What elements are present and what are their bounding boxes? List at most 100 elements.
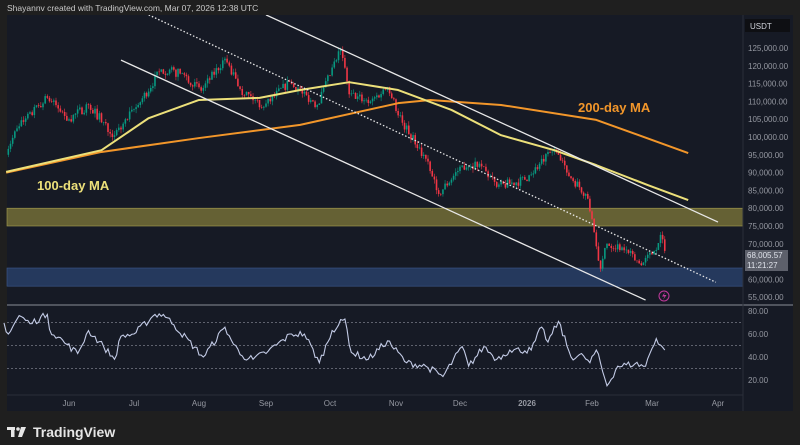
candle [452, 175, 455, 180]
price-tick: 90,000.00 [748, 169, 784, 178]
candle [361, 94, 363, 102]
candle [382, 89, 385, 95]
candle [659, 234, 662, 244]
candle [105, 122, 107, 124]
candle [530, 174, 532, 176]
rsi-tick: 20.00 [748, 376, 769, 385]
candle [74, 113, 77, 115]
candle [14, 131, 16, 138]
candle [295, 87, 297, 92]
candle [657, 243, 660, 250]
candle [410, 134, 412, 140]
candle [352, 92, 355, 94]
candle [284, 83, 286, 90]
logo-text: TradingView [33, 424, 116, 440]
candle [81, 107, 83, 115]
rsi-tick: 40.00 [748, 353, 769, 362]
tradingview-logo[interactable]: TradingView [7, 424, 115, 440]
candle [629, 251, 632, 253]
candle [48, 97, 51, 102]
candle [263, 106, 265, 108]
candle [412, 135, 414, 140]
candle [224, 58, 226, 61]
candle [154, 75, 156, 87]
candle [122, 123, 124, 130]
candle [538, 163, 541, 169]
time-tick: Aug [192, 399, 206, 408]
price-tick: 60,000.00 [748, 275, 784, 284]
candle [247, 91, 250, 95]
candle [79, 107, 81, 110]
candle [16, 128, 18, 132]
candle [420, 147, 423, 156]
candle [566, 165, 568, 173]
candle [524, 177, 526, 180]
candle [536, 167, 539, 169]
rsi-tick: 80.00 [748, 307, 769, 316]
candle [11, 137, 14, 144]
last-price: 68,005.57 [747, 251, 783, 260]
ma200-label: 200-day MA [578, 100, 651, 115]
candle [198, 83, 200, 88]
candle [237, 78, 239, 87]
candle [504, 183, 507, 188]
time-tick: Nov [389, 399, 403, 408]
candle [301, 88, 304, 94]
candle [61, 111, 64, 113]
candle [316, 104, 318, 108]
tradingview-logo-icon [7, 427, 26, 437]
candle [133, 109, 135, 110]
candle [42, 103, 44, 108]
candle [429, 161, 431, 171]
candle [526, 179, 528, 182]
time-tick: 2026 [518, 399, 536, 408]
candle [651, 252, 653, 255]
candle [627, 249, 630, 253]
time-tick: Oct [324, 399, 337, 408]
candle [414, 135, 416, 145]
candle [143, 92, 146, 99]
candle [519, 177, 522, 186]
candle [92, 109, 94, 114]
time-tick: Dec [453, 399, 467, 408]
candle [53, 100, 55, 102]
price-tick: 100,000.00 [748, 133, 789, 142]
candle [33, 106, 36, 116]
candle [513, 182, 515, 186]
candle [226, 58, 228, 63]
price-tick: 120,000.00 [748, 62, 789, 71]
bar-countdown: 11:21:27 [747, 261, 778, 270]
candle [100, 113, 103, 123]
candle [619, 244, 621, 251]
candle [37, 105, 40, 107]
channel-line-dotted [148, 15, 717, 283]
time-axis[interactable]: Jun Jul Aug Sep Oct Nov Dec 2026 Feb Mar Apr [63, 399, 725, 408]
candle [631, 251, 634, 255]
candle [621, 247, 623, 251]
candle [369, 101, 372, 104]
candle [572, 178, 574, 181]
candle [655, 249, 658, 251]
candle [59, 108, 62, 112]
candle [194, 82, 196, 87]
candle [478, 163, 481, 167]
price-tick: 70,000.00 [748, 240, 784, 249]
candle [160, 69, 163, 72]
candle [239, 86, 241, 89]
candle [359, 94, 361, 97]
candle [278, 88, 280, 91]
candle [540, 158, 543, 164]
candle [515, 182, 517, 186]
candle [589, 198, 591, 212]
candle [638, 260, 640, 264]
candle [549, 152, 551, 153]
price-axis[interactable]: 125,000.00 120,000.00 115,000.00 110,000.00… [748, 44, 789, 302]
candle [482, 166, 485, 167]
lightning-icon[interactable] [658, 290, 670, 302]
candle [393, 98, 395, 100]
candle [427, 158, 429, 162]
candle [508, 179, 511, 184]
candle [305, 91, 308, 96]
candle [173, 67, 175, 70]
